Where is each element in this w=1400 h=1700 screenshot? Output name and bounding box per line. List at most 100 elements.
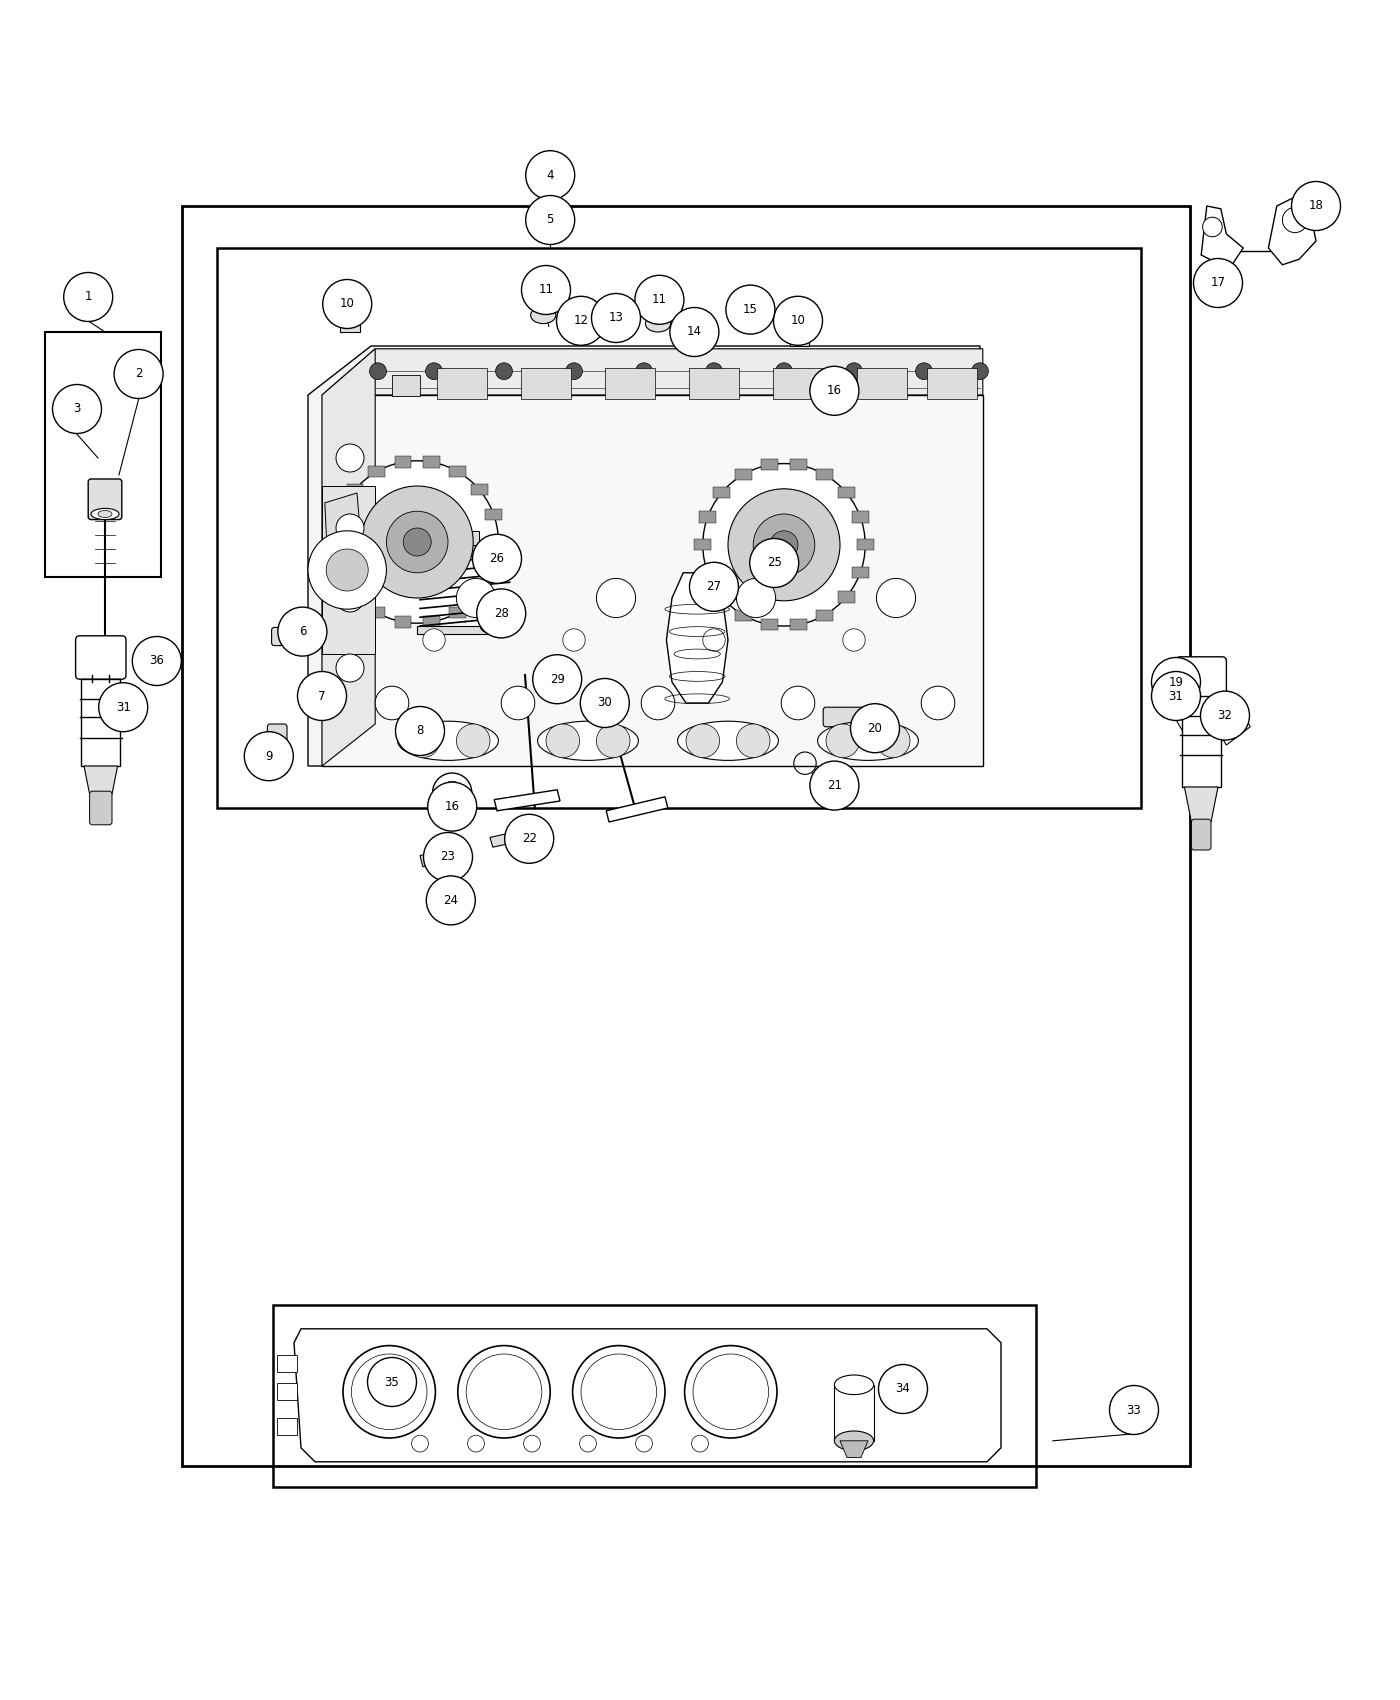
Bar: [816, 469, 833, 479]
Text: 8: 8: [416, 724, 424, 738]
Circle shape: [826, 724, 860, 758]
Ellipse shape: [1166, 668, 1189, 680]
Text: 26: 26: [490, 552, 504, 566]
Polygon shape: [1201, 206, 1243, 265]
Bar: [790, 619, 806, 631]
Bar: [449, 466, 466, 478]
Circle shape: [395, 707, 445, 755]
Circle shape: [423, 833, 473, 882]
Circle shape: [809, 762, 858, 811]
Bar: [417, 626, 512, 634]
Polygon shape: [294, 1329, 1001, 1462]
Circle shape: [386, 512, 448, 573]
Circle shape: [336, 444, 364, 473]
Polygon shape: [322, 394, 983, 767]
Text: 24: 24: [444, 894, 458, 906]
Circle shape: [843, 629, 865, 651]
Circle shape: [876, 724, 910, 758]
Circle shape: [809, 366, 858, 415]
Circle shape: [916, 362, 932, 379]
Text: 20: 20: [868, 722, 882, 734]
Bar: [182, 206, 1190, 1465]
Text: 16: 16: [445, 801, 459, 813]
Circle shape: [727, 286, 776, 335]
Circle shape: [820, 379, 848, 408]
Ellipse shape: [678, 721, 778, 760]
Bar: [347, 588, 364, 600]
Text: 32: 32: [1218, 709, 1232, 722]
Polygon shape: [840, 1442, 868, 1457]
Bar: [857, 369, 907, 399]
Circle shape: [703, 464, 865, 626]
Circle shape: [1291, 182, 1341, 231]
Text: 3: 3: [73, 403, 81, 415]
Bar: [689, 369, 739, 399]
Bar: [395, 456, 412, 468]
Circle shape: [375, 687, 409, 719]
Circle shape: [406, 724, 440, 758]
Circle shape: [972, 362, 988, 379]
Text: 31: 31: [1169, 690, 1183, 702]
Circle shape: [326, 549, 368, 592]
Polygon shape: [322, 348, 983, 394]
Circle shape: [781, 687, 815, 719]
Polygon shape: [308, 347, 980, 767]
Text: 16: 16: [827, 384, 841, 398]
Polygon shape: [490, 826, 543, 847]
Polygon shape: [420, 845, 465, 867]
Circle shape: [580, 678, 629, 728]
Polygon shape: [322, 348, 375, 767]
Bar: [332, 564, 349, 575]
Polygon shape: [606, 797, 668, 823]
Bar: [417, 544, 512, 556]
Bar: [738, 559, 760, 570]
Circle shape: [336, 513, 364, 542]
Bar: [470, 588, 487, 600]
Text: 14: 14: [687, 325, 701, 338]
Circle shape: [336, 585, 364, 612]
Circle shape: [770, 530, 798, 559]
Ellipse shape: [818, 721, 918, 760]
Bar: [927, 369, 977, 399]
Circle shape: [557, 296, 605, 345]
Circle shape: [921, 687, 955, 719]
Ellipse shape: [98, 510, 112, 517]
Text: 28: 28: [494, 607, 508, 620]
Bar: [368, 466, 385, 478]
Circle shape: [277, 607, 326, 656]
Text: 10: 10: [340, 298, 354, 311]
FancyBboxPatch shape: [267, 724, 287, 775]
Circle shape: [308, 530, 386, 609]
Bar: [277, 1384, 297, 1401]
Circle shape: [526, 151, 575, 199]
Bar: [423, 456, 440, 468]
Bar: [1182, 695, 1221, 787]
Circle shape: [98, 683, 148, 731]
FancyBboxPatch shape: [1161, 675, 1194, 717]
Text: 30: 30: [598, 697, 612, 709]
Bar: [790, 459, 806, 471]
Circle shape: [846, 362, 862, 379]
Circle shape: [1193, 258, 1243, 308]
Circle shape: [1151, 658, 1201, 707]
Circle shape: [113, 350, 162, 398]
Ellipse shape: [834, 1431, 874, 1450]
Circle shape: [686, 724, 720, 758]
Bar: [392, 376, 420, 396]
Circle shape: [368, 1358, 417, 1406]
Text: 2: 2: [134, 367, 143, 381]
Circle shape: [563, 629, 585, 651]
FancyBboxPatch shape: [272, 627, 322, 646]
Circle shape: [1203, 218, 1222, 236]
Bar: [490, 537, 507, 547]
Text: 29: 29: [550, 673, 564, 685]
Circle shape: [426, 362, 442, 379]
Text: 10: 10: [791, 314, 805, 328]
FancyBboxPatch shape: [90, 790, 112, 824]
Circle shape: [133, 636, 182, 685]
Bar: [834, 1386, 874, 1442]
Circle shape: [473, 534, 521, 583]
Ellipse shape: [834, 1375, 874, 1394]
Circle shape: [689, 563, 739, 612]
Polygon shape: [322, 486, 375, 654]
